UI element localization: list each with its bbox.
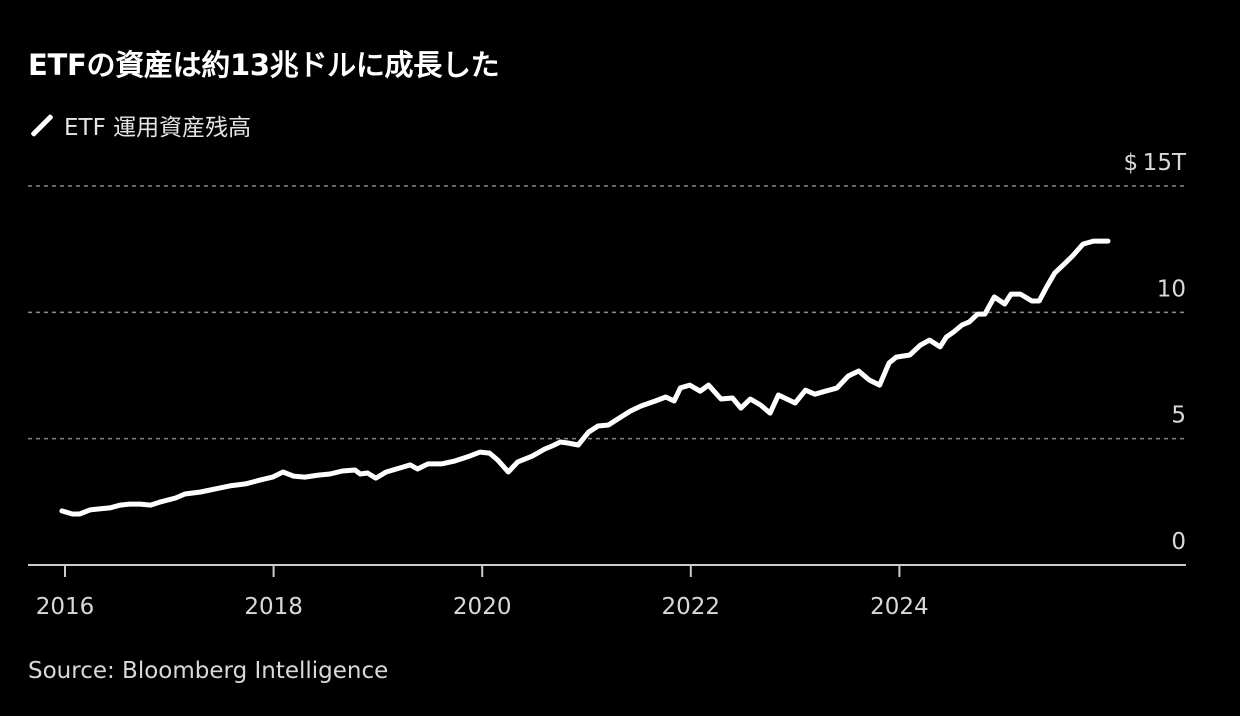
legend-label: ETF 運用資産残高 [64,115,252,141]
y-axis-labels: 0 5 10 $ 15T [1123,150,1186,555]
gridlines [28,185,1186,440]
x-tick-label: 2022 [662,594,721,620]
etf-aum-line [59,238,1111,517]
legend: ETF 運用資産残高 [30,108,251,142]
x-tick-label: 2018 [244,594,303,620]
source-note: Source: Bloomberg Intelligence [28,658,389,684]
x-tick-label: 2020 [453,594,512,620]
x-axis-ticks: 2016 2018 2020 2022 2024 [36,565,929,620]
y-tick-label: 10 [1157,276,1186,302]
y-tick-label: $ 15T [1123,150,1186,176]
x-tick-label: 2016 [36,594,95,620]
y-tick-label: 5 [1171,403,1186,429]
x-tick-label: 2024 [870,594,929,620]
chart-title: ETFの資産は約13兆ドルに成長した [28,48,500,82]
y-tick-label: 0 [1171,529,1186,555]
